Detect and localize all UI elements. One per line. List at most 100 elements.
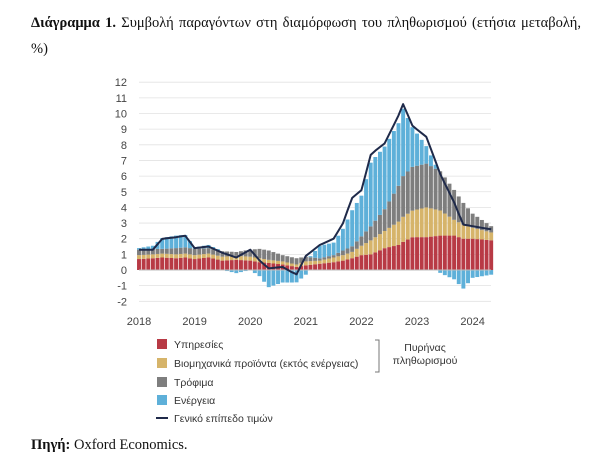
- bar-services: [257, 262, 262, 270]
- x-tick-label: 2023: [405, 316, 429, 328]
- bar-industrial: [396, 221, 401, 246]
- bar-energy: [252, 270, 257, 274]
- bar-food: [345, 248, 350, 254]
- x-tick-label: 2018: [127, 316, 151, 328]
- bar-industrial: [442, 213, 447, 236]
- bar-food: [456, 196, 461, 223]
- bar-industrial: [438, 210, 443, 236]
- bar-food: [289, 257, 294, 264]
- bar-services: [405, 239, 410, 270]
- bar-energy: [313, 250, 318, 258]
- bar-energy: [294, 270, 299, 283]
- bar-industrial: [327, 258, 331, 263]
- bar-energy: [479, 270, 484, 277]
- core-bracket: [375, 339, 380, 373]
- legend-swatch-energy: [157, 395, 167, 405]
- bar-industrial: [410, 210, 415, 238]
- bar-industrial: [192, 255, 197, 260]
- bar-services: [317, 263, 322, 270]
- bar-services: [248, 260, 253, 270]
- bar-food: [479, 219, 484, 231]
- bar-food: [252, 249, 257, 258]
- bar-energy: [164, 237, 169, 249]
- bar-industrial: [146, 254, 151, 259]
- bar-services: [150, 258, 155, 270]
- bar-food: [238, 251, 243, 257]
- bar-energy: [331, 242, 336, 256]
- bar-industrial: [470, 227, 475, 239]
- bar-services: [183, 257, 188, 270]
- bar-industrial: [271, 260, 276, 264]
- bar-food: [466, 208, 470, 227]
- bar-food: [155, 248, 160, 254]
- bar-services: [401, 241, 406, 270]
- bar-food: [327, 256, 331, 259]
- bar-services: [419, 237, 424, 270]
- bar-services: [303, 265, 308, 270]
- bar-food: [276, 253, 280, 261]
- y-tick-label: 11: [116, 93, 127, 105]
- bar-industrial: [382, 231, 387, 249]
- y-tick-label: 8: [121, 140, 127, 152]
- y-tick-label: 5: [121, 187, 127, 199]
- bar-services: [266, 262, 271, 270]
- bar-services: [229, 260, 234, 270]
- bar-energy: [285, 270, 290, 283]
- legend-label-headline: Γενικό επίπεδο τιμών: [174, 413, 273, 425]
- bar-services: [192, 259, 197, 270]
- bar-services: [428, 236, 433, 270]
- bar-industrial: [243, 256, 248, 261]
- bar-industrial: [428, 208, 433, 237]
- bar-industrial: [155, 253, 160, 258]
- bar-industrial: [364, 243, 369, 255]
- headline-series-line: [139, 103, 492, 276]
- bar-industrial: [178, 253, 183, 258]
- bar-industrial: [252, 257, 257, 262]
- bar-energy: [382, 146, 387, 210]
- bar-energy: [238, 270, 243, 273]
- bar-services: [373, 252, 378, 270]
- bar-industrial: [280, 261, 285, 265]
- bar-food: [378, 214, 382, 235]
- bar-services: [461, 238, 466, 270]
- bar-services: [327, 262, 331, 270]
- bar-industrial: [322, 259, 327, 264]
- chart-x-axis: 2018 2019 2020 2021 2022 2023 2024: [127, 316, 485, 328]
- bar-industrial: [215, 255, 220, 260]
- bar-energy: [289, 270, 294, 283]
- y-tick-label: 10: [115, 109, 127, 121]
- bar-energy: [470, 270, 475, 278]
- bar-food: [248, 249, 253, 257]
- legend-label-industrial: Βιομηχανικά προϊόντα (εκτός ενέργειας): [174, 358, 358, 370]
- bar-industrial: [266, 259, 271, 263]
- bar-services: [188, 258, 192, 270]
- bar-industrial: [391, 224, 396, 247]
- bar-services: [350, 258, 355, 270]
- y-tick-label: 7: [121, 155, 127, 167]
- bar-services: [211, 258, 216, 270]
- bar-energy: [160, 238, 165, 249]
- bar-energy: [456, 270, 461, 285]
- bar-services: [146, 258, 151, 270]
- bar-food: [405, 171, 410, 214]
- bar-industrial: [150, 254, 155, 259]
- bar-food: [313, 257, 318, 261]
- bar-services: [238, 260, 243, 270]
- bar-energy: [475, 270, 480, 278]
- bar-energy: [266, 270, 271, 288]
- y-tick-label: 0: [121, 265, 127, 277]
- bar-energy: [169, 236, 174, 249]
- bar-industrial: [484, 231, 489, 240]
- bar-energy: [378, 151, 382, 215]
- bar-services: [364, 254, 369, 270]
- x-tick-label: 2021: [294, 316, 318, 328]
- bar-energy: [359, 195, 364, 237]
- bar-services: [442, 235, 447, 270]
- bar-food: [391, 193, 396, 225]
- bar-services: [234, 259, 239, 270]
- bar-energy: [466, 270, 470, 284]
- bar-food: [322, 257, 327, 260]
- bar-energy: [174, 235, 179, 249]
- bar-services: [271, 263, 276, 270]
- bar-food: [229, 251, 234, 257]
